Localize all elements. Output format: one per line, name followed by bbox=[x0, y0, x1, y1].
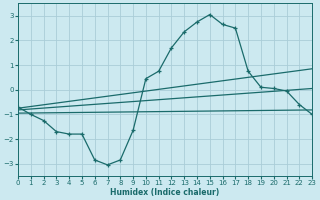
X-axis label: Humidex (Indice chaleur): Humidex (Indice chaleur) bbox=[110, 188, 220, 197]
